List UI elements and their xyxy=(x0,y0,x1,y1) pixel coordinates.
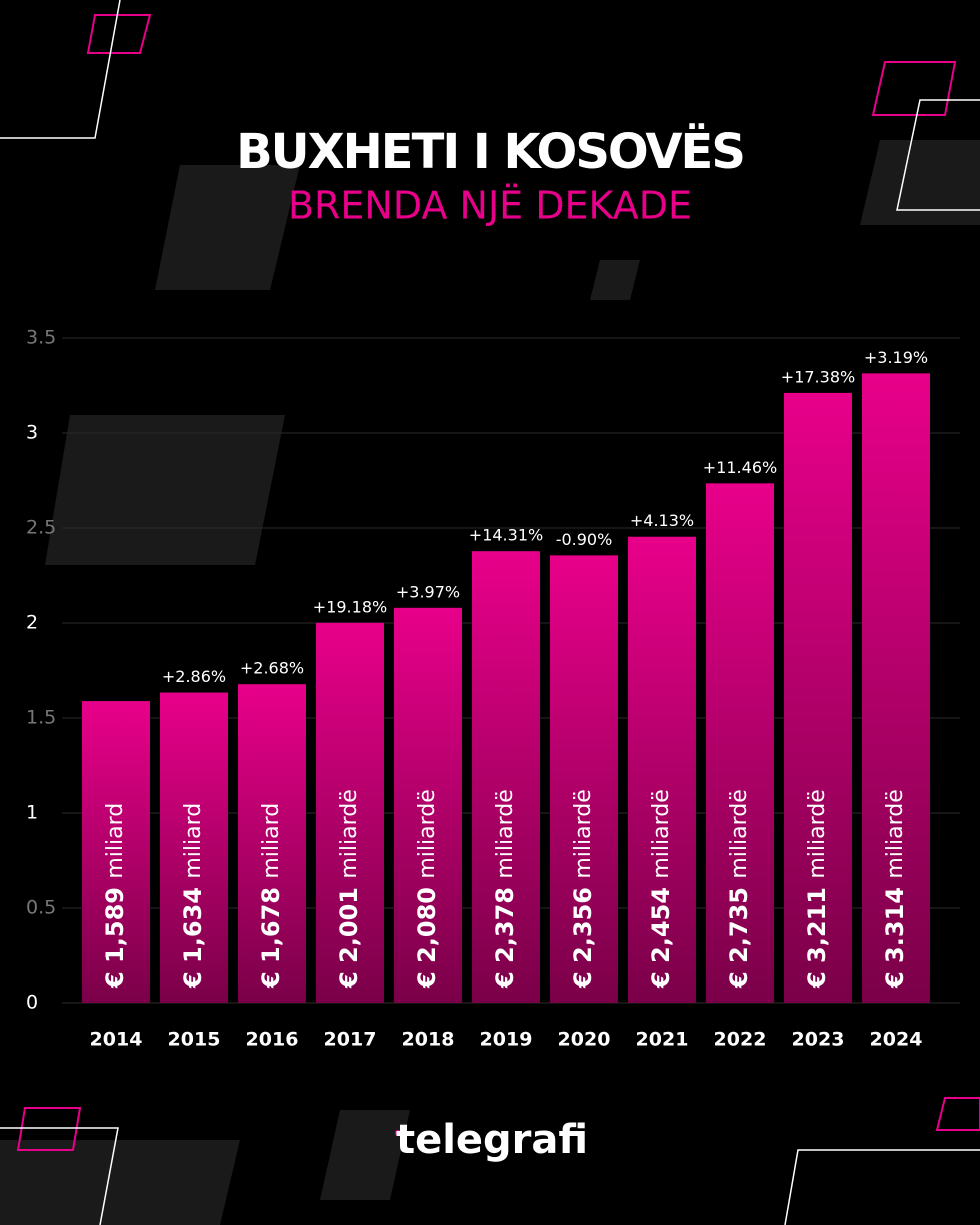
x-tick-label: 2020 xyxy=(558,1029,611,1051)
change-label: +17.38% xyxy=(781,367,855,386)
value-label: € 2,378 miliardë xyxy=(491,789,519,989)
change-label: +3.19% xyxy=(864,348,928,367)
x-tick-label: 2015 xyxy=(168,1029,221,1051)
x-tick-label: 2021 xyxy=(636,1029,689,1051)
x-tick-label: 2024 xyxy=(870,1029,923,1051)
y-tick-label: 2 xyxy=(26,612,38,634)
value-label: € 1,589 miliard xyxy=(101,803,129,989)
y-tick-label: 3 xyxy=(26,422,38,444)
change-label: +2.86% xyxy=(162,667,226,686)
value-label: € 2,001 miliardë xyxy=(335,789,363,989)
value-label: € 2,454 miliardë xyxy=(647,789,675,989)
x-tick-label: 2016 xyxy=(246,1029,299,1051)
y-tick-label: 1.5 xyxy=(26,707,56,729)
bar xyxy=(238,684,306,1003)
x-tick-label: 2019 xyxy=(480,1029,533,1051)
bar xyxy=(706,483,774,1004)
value-label: € 2,735 miliardë xyxy=(725,789,753,989)
y-tick-label: 0 xyxy=(26,992,38,1014)
bar xyxy=(82,701,150,1003)
bar xyxy=(472,551,540,1003)
logo: telegrafi xyxy=(396,1117,588,1163)
x-tick-label: 2014 xyxy=(90,1029,143,1051)
x-tick-label: 2022 xyxy=(714,1029,767,1051)
chart-subtitle: BRENDA NJË DEKADE xyxy=(288,184,692,228)
bar xyxy=(862,373,930,1004)
change-label: +19.18% xyxy=(313,597,387,616)
x-tick-label: 2017 xyxy=(324,1029,377,1051)
bar xyxy=(394,607,462,1003)
value-label: € 3.314 miliardë xyxy=(881,789,909,989)
value-label: € 1,678 miliard xyxy=(257,803,285,989)
change-label: +11.46% xyxy=(703,458,777,477)
y-tick-label: 2.5 xyxy=(26,517,56,539)
bar xyxy=(550,555,618,1003)
value-label: € 3,211 miliardë xyxy=(803,789,831,989)
change-label: +4.13% xyxy=(630,511,694,530)
value-label: € 1,634 miliard xyxy=(179,803,207,989)
change-label: +14.31% xyxy=(469,526,543,545)
bar xyxy=(316,622,384,1003)
logo-dot xyxy=(395,1130,401,1136)
change-label: -0.90% xyxy=(556,530,613,549)
x-tick-label: 2018 xyxy=(402,1029,455,1051)
change-label: +2.68% xyxy=(240,659,304,678)
value-label: € 2,080 miliardë xyxy=(413,789,441,989)
bar xyxy=(160,692,228,1003)
chart-title: BUXHETI I KOSOVËS xyxy=(236,123,744,180)
y-tick-label: 0.5 xyxy=(26,897,56,919)
x-tick-label: 2023 xyxy=(792,1029,845,1051)
y-tick-label: 1 xyxy=(26,802,38,824)
value-label: € 2,356 miliardë xyxy=(569,789,597,989)
bar xyxy=(784,392,852,1003)
change-label: +3.97% xyxy=(396,582,460,601)
y-tick-label: 3.5 xyxy=(26,327,56,349)
bar xyxy=(628,536,696,1003)
